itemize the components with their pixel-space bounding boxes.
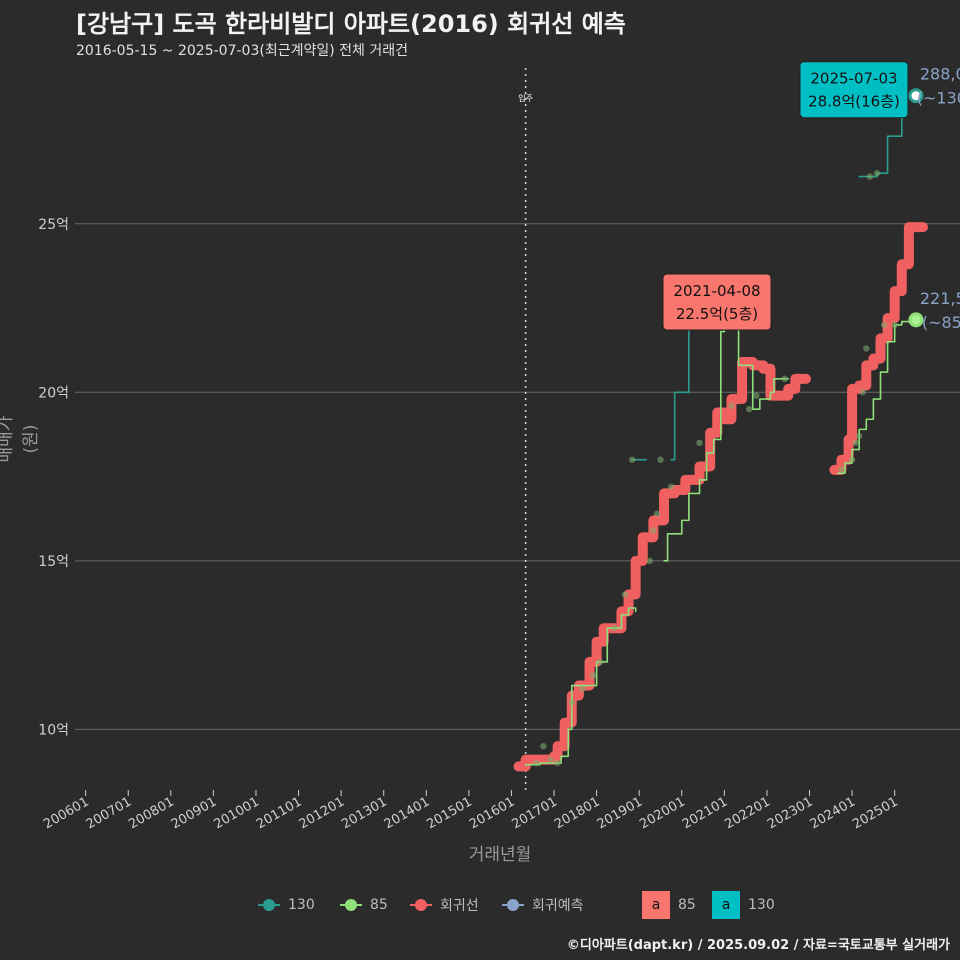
legend-item-85: 85 [340,894,388,916]
legend-item-regression: 회귀선 [410,894,479,916]
x-tick-label: 201001 [211,794,261,832]
legend-label-85: 85 [370,897,388,913]
transaction-point [728,402,735,409]
move-in-label: 입주 [518,94,533,103]
legend-label-regression: 회귀선 [440,898,479,914]
transaction-point [848,456,856,463]
x-tick-label: 202101 [680,794,730,832]
x-tick-label: 201201 [297,794,347,832]
y-tick-label: 25억 [38,217,69,233]
x-tick-label: 200701 [84,794,134,832]
transaction-point [859,389,866,396]
transaction-point [611,625,618,632]
legend-box-85: a 85 [642,891,696,919]
annotation-box [799,61,909,119]
x-tick-label: 201701 [510,794,560,832]
source-credit: ©디아파트(dapt.kr) / 2025.09.02 / 자료=국토교통부 실… [566,938,950,953]
legend-item-130: 130 [258,894,315,916]
x-tick-label: 201501 [424,794,474,832]
transaction-point [596,658,604,666]
annotation-box [662,273,772,331]
transaction-point [554,759,561,767]
legend-box-glyph-130: a [712,891,740,919]
transaction-point [696,439,703,447]
transaction-point [855,432,863,440]
transaction-point [533,759,540,767]
transaction-point [667,483,675,490]
transaction-point [781,375,788,383]
legend-box-label-130: 130 [748,897,775,913]
x-tick-label: 201301 [339,794,389,832]
transaction-point [579,685,586,693]
transaction-point [653,510,661,517]
legend-key-forecast [502,894,524,916]
legend-box-glyph-85: a [642,891,670,919]
annotation-date: 2025-07-03 [810,70,897,88]
latest-area-label: (~130㎡) [917,89,960,108]
series-line-regression [513,356,811,772]
x-tick-label: 200601 [41,794,91,832]
legend-label-130: 130 [288,897,315,913]
y-tick-label: 20억 [38,385,69,401]
y-tick-label: 15억 [38,554,69,570]
x-tick-label: 202001 [637,794,687,832]
transaction-point [568,699,575,706]
x-tick-label: 201601 [467,794,517,832]
series-line-regression [829,222,929,475]
annotation-price: 28.8억(16층) [808,93,900,111]
legend-key-130 [258,894,280,916]
transaction-point [646,557,654,565]
chart-title: [강남구] 도곡 한라비발디 아파트(2016) 회귀선 예측 [76,10,626,38]
transaction-point [891,321,898,329]
legend-box-label-85: 85 [678,897,696,913]
chart-subtitle: 2016-05-15 ~ 2025-07-03(최근계약일) 전체 거래건 [76,43,408,59]
x-tick-label: 202401 [808,794,858,832]
legend-label-forecast: 회귀예측 [532,898,584,914]
x-tick-label: 201401 [382,794,432,832]
annotation-price: 22.5억(5층) [676,305,758,323]
y-tick-label: 10억 [38,722,69,738]
transaction-point [880,321,888,329]
latest-price-marker [908,312,924,328]
x-tick-label: 200901 [169,794,219,832]
x-tick-label: 200801 [126,794,176,832]
transaction-point [852,439,859,447]
transaction-point [753,392,760,399]
x-tick-label: 202301 [765,794,815,832]
transaction-point [866,173,874,180]
x-tick-label: 202501 [850,794,900,832]
legend-box-130: a 130 [712,891,775,919]
latest-price-marker [908,88,924,104]
transaction-point [838,466,845,474]
x-axis-label: 거래년월 [468,845,532,865]
legend-item-forecast: 회귀예측 [502,894,584,916]
transaction-point [863,345,870,352]
series-line-85 [663,307,790,562]
transaction-point [589,672,597,679]
x-tick-label: 202201 [722,794,772,832]
transaction-point [745,405,753,413]
transaction-point [657,456,664,463]
legend-key-85 [340,894,362,916]
x-tick-label: 201901 [595,794,645,832]
latest-area-label: (~85㎡) [922,313,960,332]
series-line-130 [670,327,701,461]
transaction-point [547,756,554,763]
y-axis-label: 매매가(원) [0,415,41,463]
x-tick-label: 201801 [552,794,602,832]
transaction-point [628,456,636,463]
transaction-point [540,742,547,750]
transaction-point [873,170,881,177]
legend-key-regression [410,894,432,916]
annotation-date: 2021-04-08 [673,282,760,300]
latest-price-label: 288,000 [920,65,960,84]
series-line-85 [524,607,637,766]
x-tick-label: 201101 [254,794,304,832]
latest-price-label: 221,500 [920,289,960,308]
transaction-point [650,527,657,534]
transaction-point [621,591,629,598]
